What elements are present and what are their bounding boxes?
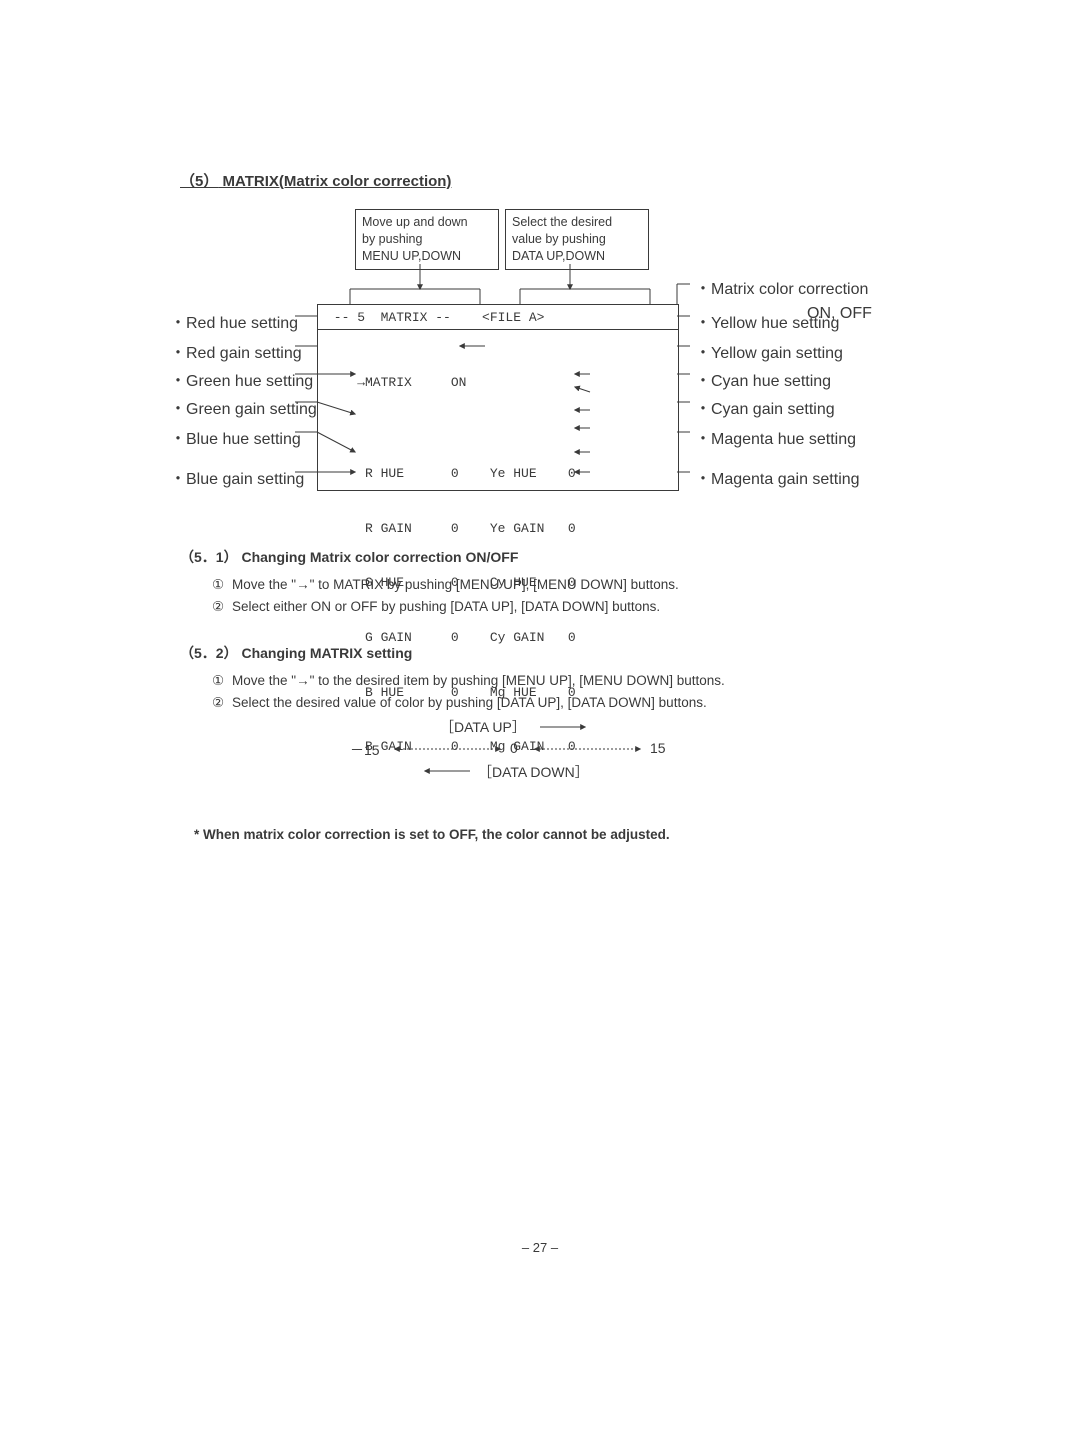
menu-line-6: B HUE 0 Mg HUE 0	[326, 684, 670, 702]
menu-line-4: G HUE 0 Cy HUE 0	[326, 574, 670, 592]
left-label-5: ・Blue gain setting	[170, 465, 304, 489]
instr-right-text: Select the desired value by pushing DATA…	[512, 215, 612, 263]
right-label-6: ・Magenta gain setting	[695, 465, 860, 489]
section-title: （5） MATRIX(Matrix color correction)	[180, 170, 900, 191]
section-title-text: MATRIX(Matrix color correction)	[223, 173, 452, 190]
menu-line-3: R GAIN 0 Ye GAIN 0	[326, 520, 670, 538]
instr-left-box: Move up and down by pushing MENU UP,DOWN	[355, 209, 499, 270]
left-label-0: ・Red hue setting	[170, 309, 298, 333]
scale-max: 15	[650, 740, 666, 756]
scale-min: －15	[350, 740, 380, 760]
menu-body-frame: →MATRIX ON R HUE 0 Ye HUE 0 R GAIN 0 Ye …	[317, 329, 679, 491]
right-label-1: ・Yellow hue setting	[695, 309, 839, 333]
menu-title: -- 5 MATRIX -- <FILE A>	[318, 305, 678, 330]
matrix-off-note: * When matrix color correction is set to…	[194, 827, 900, 842]
right-label-5: ・Magenta hue setting	[695, 425, 856, 449]
circled-1: ①	[210, 577, 226, 593]
left-label-1: ・Red gain setting	[170, 339, 302, 363]
right-label-3: ・Cyan hue setting	[695, 367, 831, 391]
instr-right-box: Select the desired value by pushing DATA…	[505, 209, 649, 270]
data-scale: ［DATA UP］ －15 0 15 ［DATA DOWN］	[350, 717, 730, 787]
menu-title-frame: -- 5 MATRIX -- <FILE A>	[317, 304, 679, 331]
left-label-3: ・Green gain setting	[170, 395, 317, 419]
circled-2b: ②	[210, 695, 226, 711]
right-label-2: ・Yellow gain setting	[695, 339, 843, 363]
scale-mid: 0	[510, 740, 518, 756]
menu-line-2: R HUE 0 Ye HUE 0	[326, 465, 670, 483]
section-number: （5）	[180, 173, 218, 190]
circled-2: ②	[210, 599, 226, 615]
right-label-4: ・Cyan gain setting	[695, 395, 835, 419]
instr-left-text: Move up and down by pushing MENU UP,DOWN	[362, 215, 468, 263]
menu-line-0: →MATRIX ON	[326, 374, 670, 392]
page-number: – 27 –	[0, 1240, 1080, 1255]
left-label-4: ・Blue hue setting	[170, 425, 301, 449]
matrix-diagram: Move up and down by pushing MENU UP,DOWN…	[180, 209, 900, 519]
circled-1b: ①	[210, 673, 226, 689]
data-down-label: ［DATA DOWN］	[478, 764, 589, 780]
left-label-2: ・Green hue setting	[170, 367, 313, 391]
menu-line-5: G GAIN 0 Cy GAIN 0	[326, 629, 670, 647]
